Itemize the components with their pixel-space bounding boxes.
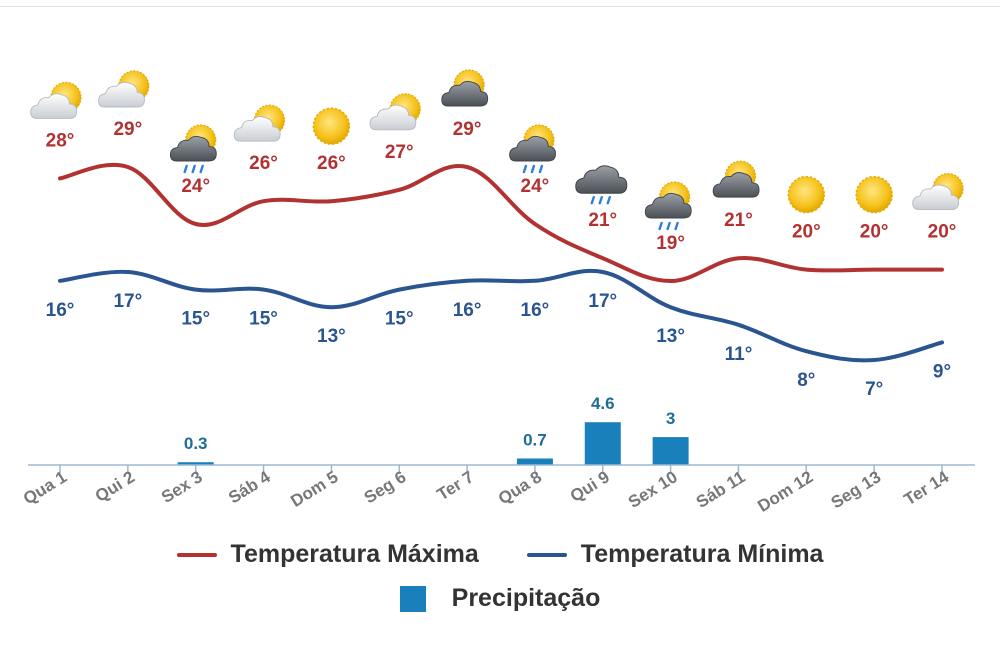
sun-rain-cloud-icon — [644, 181, 692, 231]
legend-row: Precipitação — [0, 584, 1000, 613]
max-temp-label: 19° — [656, 233, 685, 254]
x-tick-label: Qua 8 — [495, 467, 545, 508]
max-temp-label: 21° — [588, 210, 617, 231]
sunny-icon — [787, 175, 826, 214]
top-divider — [0, 6, 1000, 7]
max-temperature-line — [58, 162, 944, 284]
precipitation-bar — [652, 437, 689, 465]
precipitation-bar — [584, 422, 621, 465]
min-temp-label: 16° — [46, 300, 75, 321]
min-temp-label: 17° — [113, 291, 142, 312]
min-temp-label: 15° — [181, 309, 210, 330]
min-temp-label: 15° — [249, 309, 278, 330]
max-temp-label: 26° — [249, 153, 278, 174]
legend-item-max[interactable]: Temperatura Máxima — [176, 540, 479, 569]
min-temp-label: 16° — [453, 300, 482, 321]
x-tick-label: Sáb 11 — [693, 467, 749, 512]
x-tick-label: Qua 1 — [20, 467, 70, 508]
legend-swatch-min — [526, 552, 567, 557]
x-tick-label: Sex 3 — [158, 467, 206, 507]
rain-cloud-icon — [575, 165, 628, 205]
precipitation-label: 4.6 — [591, 394, 615, 413]
precipitation-bar — [177, 462, 214, 465]
min-temp-label: 9° — [933, 361, 951, 382]
min-temp-label: 13° — [656, 326, 685, 347]
min-temp-label: 16° — [521, 300, 550, 321]
max-temp-label: 26° — [317, 153, 346, 174]
max-temp-label: 21° — [724, 210, 753, 231]
min-temp-label: 13° — [317, 326, 346, 347]
x-tick-label: Qui 2 — [92, 467, 138, 506]
max-temp-label: 20° — [860, 222, 889, 243]
thunder-rain-icon — [169, 124, 217, 174]
legend-swatch-precipitation — [399, 585, 426, 612]
partly-cloudy-icon — [30, 81, 82, 119]
x-tick-label: Qui 9 — [567, 467, 613, 506]
max-temp-label: 29° — [113, 119, 142, 140]
sunny-icon — [312, 107, 351, 145]
min-temp-label: 15° — [385, 309, 414, 330]
x-tick-label: Ter 7 — [434, 467, 477, 504]
partly-cloudy-icon — [98, 70, 150, 108]
partly-cloudy-icon — [233, 104, 286, 142]
sunny-icon — [855, 175, 893, 214]
legend-label-min: Temperatura Mínima — [580, 540, 824, 568]
precipitation-label: 0.7 — [523, 430, 547, 449]
max-temp-label: 27° — [385, 142, 414, 163]
max-temp-label: 28° — [46, 130, 75, 151]
min-temperature-line — [58, 268, 944, 363]
legend-item-precipitation[interactable]: Precipitação — [399, 584, 601, 613]
legend-swatch-max — [176, 552, 217, 557]
legend-label-precipitation: Precipitação — [451, 584, 601, 612]
max-temp-label: 20° — [792, 222, 821, 243]
x-tick-label: Ter 14 — [901, 467, 953, 509]
x-tick-label: Dom 5 — [287, 467, 341, 511]
legend-row: Temperatura Máxima Temperatura Mínima — [0, 540, 1000, 569]
sun-dark-cloud-icon — [712, 160, 760, 198]
x-tick-label: Seg 13 — [828, 467, 885, 512]
sun-dark-cloud-icon — [441, 69, 489, 107]
min-temp-label: 17° — [588, 291, 617, 312]
precipitation-label: 3 — [666, 409, 675, 428]
max-temp-label: 24° — [181, 176, 210, 197]
precipitation-bar — [516, 458, 553, 465]
sun-rain-cloud-icon — [509, 124, 556, 174]
max-temp-label: 24° — [521, 176, 550, 197]
weather-chart: 28° 29° 24° 26° 26° 27° 29° 24° 21° 19° 21° 20° 20° 2… — [20, 69, 975, 516]
legend-item-min[interactable]: Temperatura Mínima — [526, 540, 824, 569]
x-tick-label: Seg 6 — [361, 467, 410, 507]
x-tick-label: Dom 12 — [754, 467, 816, 516]
precipitation-label: 0.3 — [184, 434, 208, 453]
x-tick-label: Sáb 4 — [225, 467, 274, 507]
min-temp-label: 7° — [865, 379, 883, 400]
min-temp-label: 11° — [725, 344, 753, 365]
min-temp-label: 8° — [797, 370, 815, 391]
partly-cloudy-icon — [912, 173, 964, 211]
max-temp-label: 29° — [453, 119, 482, 140]
max-temp-label: 20° — [928, 222, 957, 243]
partly-cloudy-icon — [369, 93, 421, 131]
x-tick-label: Sex 10 — [625, 467, 681, 512]
legend-label-max: Temperatura Máxima — [230, 540, 479, 568]
